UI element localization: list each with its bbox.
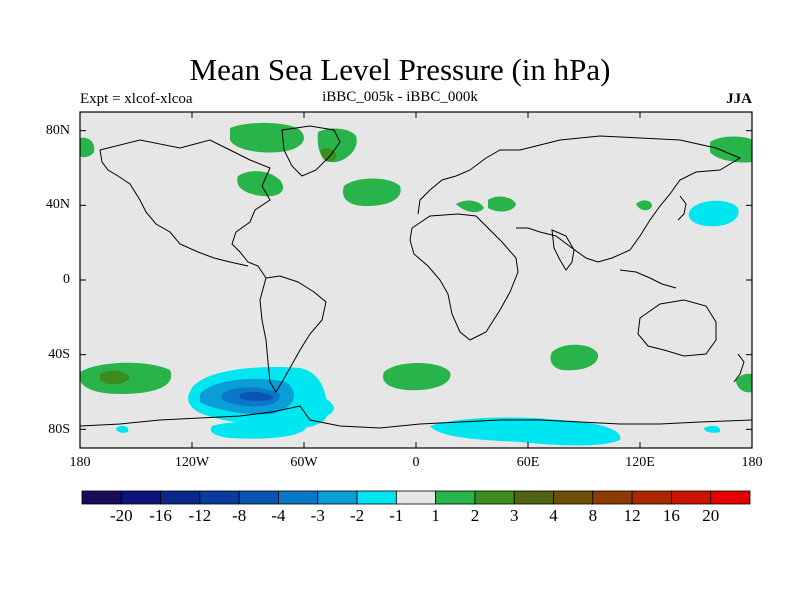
y-tick-label: 80S (48, 422, 70, 437)
colorbar-box (278, 490, 319, 505)
colorbar-label: 16 (662, 506, 680, 525)
colorbar-label: 1 (431, 506, 440, 525)
y-tick-label: 40S (48, 347, 70, 362)
anomaly-patch (704, 425, 721, 433)
experiment-difference-label: iBBC_005k - iBBC_000k (322, 89, 478, 105)
anomaly-patch (688, 200, 739, 227)
colorbar-box (238, 490, 279, 505)
anomaly-patch (80, 137, 95, 158)
anomaly-patch (430, 417, 621, 446)
colorbar-label: 3 (509, 506, 519, 525)
colorbar-box (317, 490, 358, 505)
anomaly-patch (240, 391, 274, 401)
colorbar-box (474, 490, 515, 505)
map-title: Mean Sea Level Pressure (in hPa) (189, 52, 611, 87)
colorbar-box (671, 490, 712, 505)
anomaly-patch (488, 196, 516, 212)
colorbar-box (631, 490, 672, 505)
colorbar-box (395, 490, 437, 505)
x-tick-label: 60E (516, 455, 540, 470)
y-tick-marks (80, 130, 752, 430)
colorbar-box (435, 490, 476, 505)
colorbar (81, 490, 751, 505)
x-tick-marks (79, 112, 753, 448)
colorbar-label: -8 (232, 506, 247, 525)
anomaly-patch (116, 425, 129, 433)
anomaly-patch (736, 373, 752, 393)
coastlines (79, 125, 753, 429)
x-tick-label: 180 (741, 455, 763, 470)
anomaly-patch (550, 344, 599, 371)
colorbar-label: 8 (588, 506, 598, 525)
colorbar-label: 4 (549, 506, 558, 525)
colorbar-label: -1 (389, 506, 404, 525)
colorbar-box (199, 490, 240, 505)
colorbar-label: -12 (188, 506, 212, 525)
colorbar-label: 2 (470, 506, 480, 525)
x-tick-label: 60W (290, 455, 318, 470)
colorbar-box (592, 490, 633, 505)
colorbar-box (553, 490, 594, 505)
anomaly-patch (710, 136, 752, 163)
colorbar-label: -3 (310, 506, 325, 525)
colorbar-label: 20 (702, 506, 720, 525)
anomaly-patch (456, 200, 484, 213)
colorbar-label: -2 (349, 506, 365, 525)
x-tick-label: 0 (412, 455, 420, 470)
map-background (80, 112, 752, 448)
colorbar-label: -16 (149, 506, 172, 525)
colorbar-label: 12 (623, 506, 641, 525)
anomaly-patch (210, 421, 306, 439)
colorbar-box (356, 490, 397, 505)
y-tick-label: 80N (45, 123, 70, 138)
anomaly-patch (320, 148, 337, 162)
expt-label: Expt = xlcof-xlcoa (80, 91, 193, 107)
season-label: JJA (726, 91, 752, 107)
x-tick-label: 120E (625, 455, 655, 470)
y-tick-label: 40N (45, 197, 70, 212)
anomaly-patch (382, 363, 451, 391)
colorbar-label: -4 (271, 506, 286, 525)
x-tick-label: 120W (174, 455, 210, 470)
anomaly-patch (300, 395, 334, 418)
colorbar-label: -20 (109, 506, 133, 525)
x-tick-label: 180 (69, 455, 91, 470)
colorbar-box (710, 490, 751, 505)
colorbar-box (120, 490, 161, 505)
y-tick-label: 0 (63, 272, 70, 287)
anomaly-patch (100, 370, 130, 385)
anomaly-patches (80, 122, 752, 446)
anomaly-patch (342, 178, 401, 206)
colorbar-box (513, 490, 554, 505)
anomaly-patch (230, 122, 304, 153)
anomaly-patch (237, 171, 284, 197)
colorbar-box (81, 490, 122, 505)
colorbar-box (160, 490, 201, 505)
anomaly-patch (636, 200, 652, 211)
